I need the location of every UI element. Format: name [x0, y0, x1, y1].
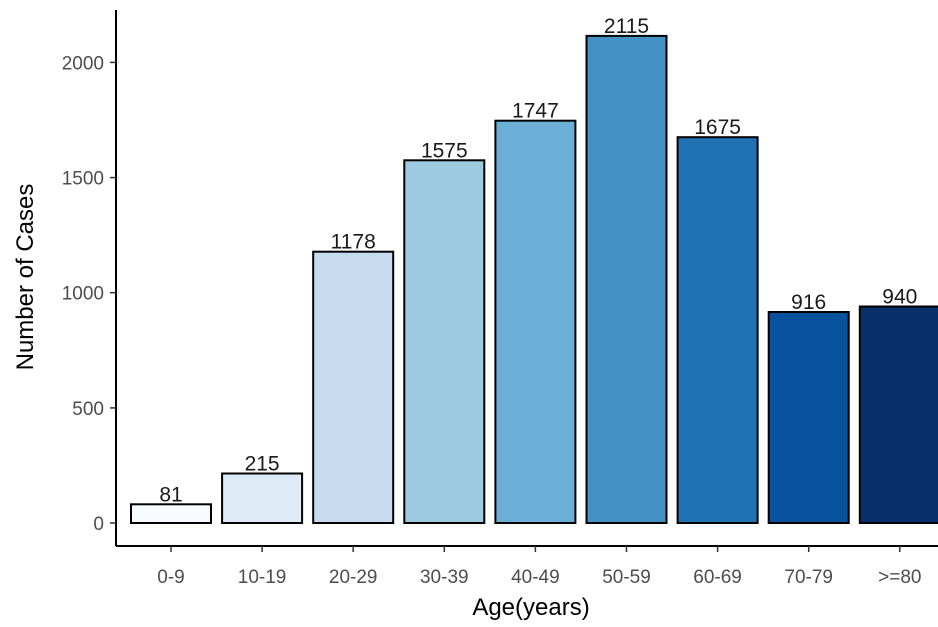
- x-tick-label-20-29: 20-29: [329, 567, 378, 588]
- x-tick-label-0-9: 0-9: [157, 567, 184, 588]
- x-tick-label-70-79: 70-79: [784, 567, 833, 588]
- data-label-10-19: 215: [245, 453, 280, 476]
- y-tick-label-1500: 1500: [62, 169, 104, 190]
- bar-60-69: [676, 136, 759, 524]
- y-tick-label-500: 500: [72, 399, 104, 420]
- x-tick-label-50-59: 50-59: [602, 567, 651, 588]
- y-tick-label-2000: 2000: [62, 53, 104, 74]
- data-label-60-69: 1675: [694, 116, 741, 139]
- data-label-50-59: 2115: [604, 15, 649, 38]
- x-tick-label-10-19: 10-19: [238, 567, 287, 588]
- data-label-40-49: 1747: [512, 100, 559, 123]
- x-axis-title: Age(years): [472, 594, 589, 621]
- x-tick-label->=80: >=80: [878, 567, 921, 588]
- bar->=80: [858, 305, 938, 524]
- data-labels-layer: 81 215 1178 1575 1747 2115 1675 916 940: [159, 15, 917, 506]
- x-tick-label-30-39: 30-39: [420, 567, 469, 588]
- x-tick-label-40-49: 40-49: [511, 567, 560, 588]
- bar-0-9: [130, 503, 212, 524]
- data-label-70-79: 916: [791, 291, 826, 314]
- axes-layer: [115, 10, 938, 547]
- bar-70-79: [767, 311, 850, 524]
- bar-20-29: [312, 250, 395, 524]
- data-label->=80: 940: [882, 286, 917, 309]
- x-ticks-layer: 0-9 10-19 20-29 30-39 40-49 50-59 60-69 70-79 >=…: [157, 546, 921, 588]
- x-tick-label-60-69: 60-69: [693, 567, 742, 588]
- bar-10-19: [221, 472, 304, 524]
- bar-30-39: [403, 159, 486, 525]
- data-label-20-29: 1178: [331, 231, 376, 254]
- y-tick-label-1000: 1000: [62, 284, 104, 305]
- bars-layer: [130, 34, 938, 525]
- y-tick-label-0: 0: [93, 514, 104, 535]
- y-ticks-layer: 0 500 1000 1500 2000: [62, 53, 116, 535]
- bar-50-59: [585, 34, 668, 525]
- bar-40-49: [494, 119, 577, 524]
- data-label-0-9: 81: [159, 483, 182, 506]
- data-label-30-39: 1575: [421, 139, 468, 162]
- y-axis-title: Number of Cases: [12, 184, 39, 371]
